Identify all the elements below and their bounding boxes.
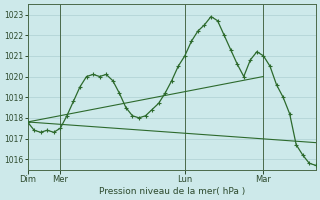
X-axis label: Pression niveau de la mer( hPa ): Pression niveau de la mer( hPa ) (99, 187, 245, 196)
